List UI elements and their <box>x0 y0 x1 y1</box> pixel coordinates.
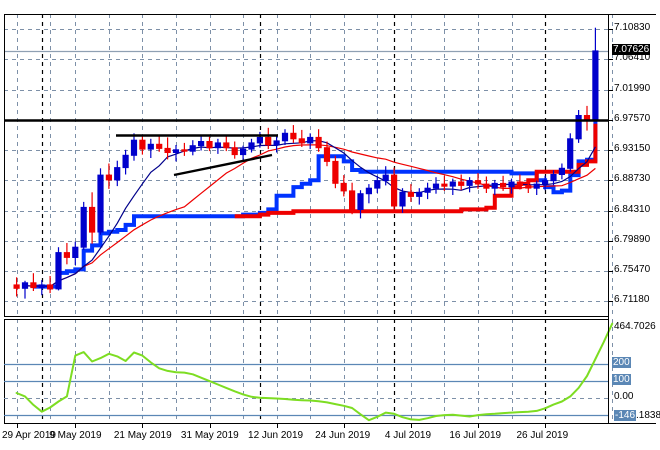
cci-bottom-label: -146.1838 <box>614 410 660 421</box>
cci-level-label: 100 <box>612 374 631 386</box>
price-tick-label: 6.93150 <box>614 143 651 155</box>
price-tick-label: 6.71180 <box>614 293 650 305</box>
price-tick-label: 6.97570 <box>614 112 651 124</box>
price-tick-label: 7.10830 <box>614 21 651 33</box>
cci-top-label: 464.7026 <box>614 321 656 332</box>
date-tick-label: 16 Jul 2019 <box>449 430 502 441</box>
price-tick-label: 7.06410 <box>614 52 651 64</box>
date-tick-label: 4 Jul 2019 <box>384 430 432 441</box>
date-tick-label: 9 May 2019 <box>49 430 102 441</box>
price-tick-label: 7.01990 <box>614 82 651 94</box>
date-tick-label: 31 May 2019 <box>180 430 239 441</box>
date-tick-label: 24 Jun 2019 <box>315 430 371 441</box>
date-tick-label: 29 Apr 2019 <box>2 430 56 441</box>
price-tick-label: 6.88730 <box>614 173 651 185</box>
cci-level-label: 200 <box>612 357 631 369</box>
date-tick-label: 21 May 2019 <box>113 430 172 441</box>
date-tick-label: 26 Jul 2019 <box>516 430 569 441</box>
price-tick-label: 6.79890 <box>614 234 651 246</box>
cci-level-label: 0.00 <box>614 391 634 403</box>
current-price-label: 7.07626 <box>612 43 651 55</box>
date-tick-label: 12 Jun 2019 <box>248 430 304 441</box>
price-tick-label: 6.75470 <box>614 264 651 276</box>
price-tick-label: 6.84310 <box>614 203 651 215</box>
